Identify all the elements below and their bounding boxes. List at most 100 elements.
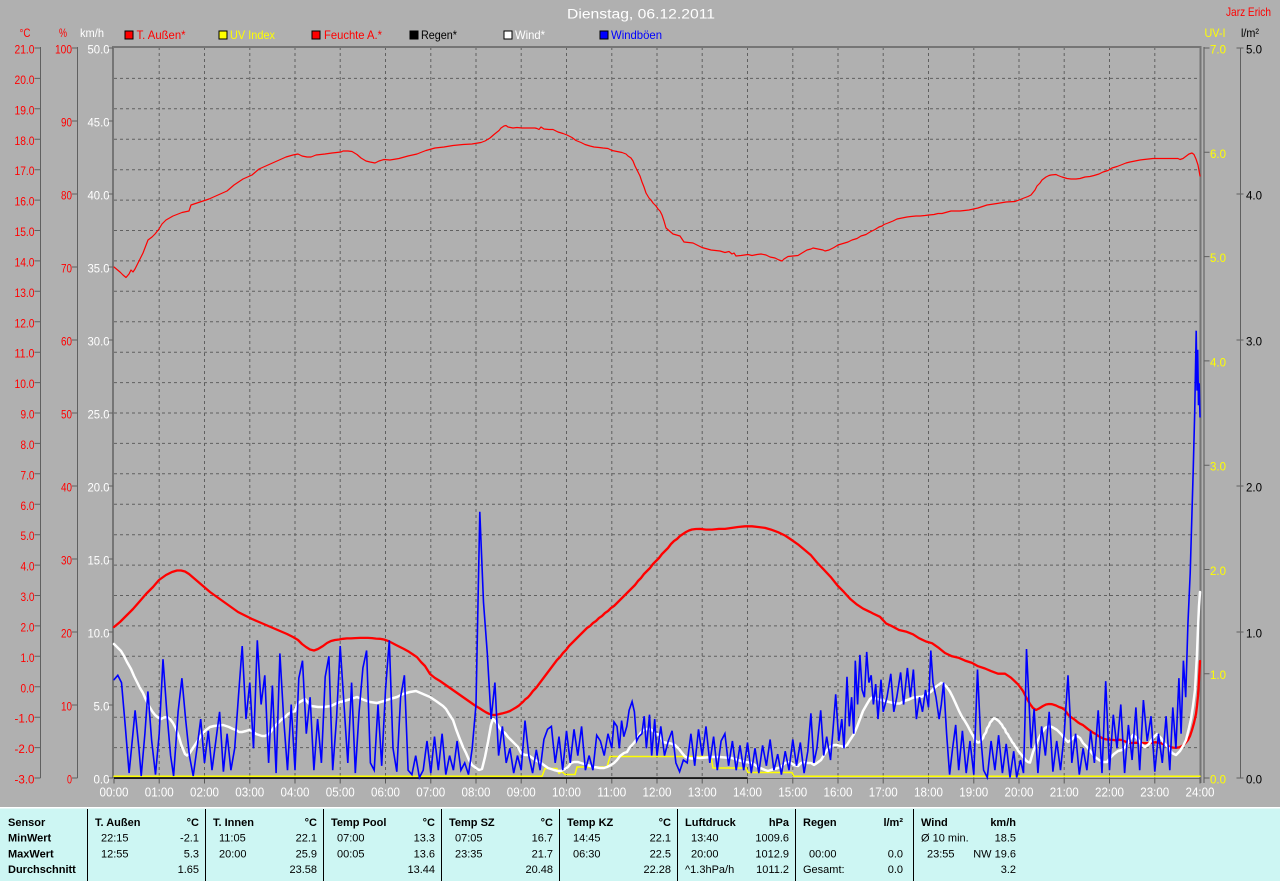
svg-text:20: 20	[61, 627, 72, 641]
svg-text:10: 10	[61, 700, 72, 714]
svg-text:4.0: 4.0	[21, 560, 35, 574]
svg-text:9.0: 9.0	[21, 408, 35, 422]
svg-text:15:00: 15:00	[778, 785, 807, 800]
svg-text:1012.9: 1012.9	[755, 848, 789, 860]
svg-text:8.0: 8.0	[21, 438, 35, 452]
svg-text:Feuchte A.*: Feuchte A.*	[324, 28, 382, 42]
svg-text:3.0: 3.0	[1246, 335, 1262, 349]
svg-text:7.0: 7.0	[1210, 43, 1226, 57]
svg-text:09:00: 09:00	[507, 785, 536, 800]
svg-text:22.28: 22.28	[643, 864, 671, 876]
svg-text:08:00: 08:00	[462, 785, 491, 800]
svg-text:5.0: 5.0	[1246, 43, 1262, 57]
svg-text:1009.6: 1009.6	[755, 833, 789, 845]
svg-text:2.0: 2.0	[1246, 481, 1262, 495]
svg-text:20.0: 20.0	[15, 73, 35, 87]
svg-text:Temp SZ: Temp SZ	[449, 817, 495, 829]
svg-text:Regen*: Regen*	[421, 28, 457, 42]
svg-text:20:00: 20:00	[219, 848, 247, 860]
svg-text:16.7: 16.7	[532, 833, 553, 845]
svg-text:Sensor: Sensor	[8, 817, 46, 829]
svg-text:45.0: 45.0	[88, 116, 110, 130]
svg-text:4.0: 4.0	[1210, 355, 1226, 369]
svg-text:Wind*: Wind*	[515, 28, 545, 42]
svg-text:100: 100	[55, 43, 72, 57]
svg-text:°C: °C	[187, 817, 199, 829]
svg-text:18.5: 18.5	[995, 833, 1016, 845]
svg-text:2.0: 2.0	[1210, 564, 1226, 578]
svg-text:13.44: 13.44	[407, 864, 435, 876]
svg-text:00:00: 00:00	[100, 785, 129, 800]
svg-text:35.0: 35.0	[88, 262, 110, 276]
svg-text:18:00: 18:00	[914, 785, 943, 800]
svg-text:10:00: 10:00	[552, 785, 581, 800]
svg-text:16:00: 16:00	[824, 785, 853, 800]
svg-text:20.0: 20.0	[88, 481, 110, 495]
svg-text:MinWert: MinWert	[8, 833, 52, 845]
svg-text:19:00: 19:00	[959, 785, 988, 800]
svg-text:0.0: 0.0	[888, 848, 903, 860]
svg-text:14.0: 14.0	[15, 255, 35, 269]
svg-text:0.0: 0.0	[1210, 773, 1226, 787]
svg-text:23:35: 23:35	[455, 848, 483, 860]
svg-text:06:30: 06:30	[573, 848, 601, 860]
svg-text:18.0: 18.0	[15, 134, 35, 148]
svg-text:km/h: km/h	[990, 817, 1016, 829]
svg-text:1.0: 1.0	[1210, 668, 1226, 682]
svg-text:-2.0: -2.0	[15, 742, 35, 756]
svg-text:Gesamt:: Gesamt:	[803, 864, 845, 876]
svg-text:17:00: 17:00	[869, 785, 898, 800]
svg-text:80: 80	[61, 189, 72, 203]
svg-text:3.0: 3.0	[21, 590, 35, 604]
svg-text:T. Außen*: T. Außen*	[137, 28, 186, 42]
svg-text:22.5: 22.5	[650, 848, 671, 860]
svg-text:Regen: Regen	[803, 817, 837, 829]
svg-text:11:05: 11:05	[219, 833, 246, 845]
svg-text:4.0: 4.0	[1246, 189, 1262, 203]
svg-text:0.0: 0.0	[94, 773, 110, 787]
svg-text:1011.2: 1011.2	[756, 864, 789, 876]
svg-text:5.0: 5.0	[21, 529, 35, 543]
svg-text:Dienstag, 06.12.2011: Dienstag, 06.12.2011	[567, 7, 715, 22]
svg-text:Ø 10 min.: Ø 10 min.	[921, 833, 969, 845]
svg-text:14:45: 14:45	[573, 833, 601, 845]
svg-text:07:00: 07:00	[337, 833, 365, 845]
svg-text:Wind: Wind	[921, 817, 948, 829]
svg-text:NW 19.6: NW 19.6	[973, 848, 1016, 860]
svg-text:MaxWert: MaxWert	[8, 848, 54, 860]
svg-text:°C: °C	[20, 26, 31, 40]
svg-text:°C: °C	[423, 817, 435, 829]
svg-text:13.6: 13.6	[414, 848, 435, 860]
svg-text:6.0: 6.0	[21, 499, 35, 513]
svg-text:10.0: 10.0	[15, 377, 35, 391]
svg-text:1.0: 1.0	[21, 651, 35, 665]
svg-text:07:05: 07:05	[455, 833, 483, 845]
svg-text:50: 50	[61, 408, 72, 422]
svg-text:13.0: 13.0	[15, 286, 35, 300]
svg-text:1.0: 1.0	[1246, 627, 1262, 641]
svg-text:05:00: 05:00	[326, 785, 355, 800]
svg-text:30.0: 30.0	[88, 335, 110, 349]
svg-text:Windböen: Windböen	[611, 28, 662, 42]
svg-text:20:00: 20:00	[691, 848, 719, 860]
svg-text:Luftdruck: Luftdruck	[685, 817, 737, 829]
svg-text:0.0: 0.0	[1246, 773, 1262, 787]
svg-text:20:00: 20:00	[1005, 785, 1034, 800]
svg-text:90: 90	[61, 116, 72, 130]
svg-text:12.0: 12.0	[15, 316, 35, 330]
svg-text:°C: °C	[305, 817, 317, 829]
svg-text:0.0: 0.0	[21, 681, 35, 695]
svg-text:03:00: 03:00	[235, 785, 264, 800]
svg-text:l/m²: l/m²	[1241, 26, 1259, 40]
svg-text:km/h: km/h	[80, 26, 104, 40]
svg-text:12:00: 12:00	[643, 785, 672, 800]
svg-text:22.1: 22.1	[650, 833, 671, 845]
svg-text:1.65: 1.65	[178, 864, 199, 876]
svg-text:UV-I: UV-I	[1205, 26, 1226, 40]
svg-text:0.0: 0.0	[888, 864, 903, 876]
svg-text:14:00: 14:00	[733, 785, 762, 800]
svg-text:40: 40	[61, 481, 72, 495]
svg-text:22:00: 22:00	[1095, 785, 1124, 800]
svg-text:17.0: 17.0	[15, 164, 35, 178]
svg-text:11.0: 11.0	[15, 347, 35, 361]
